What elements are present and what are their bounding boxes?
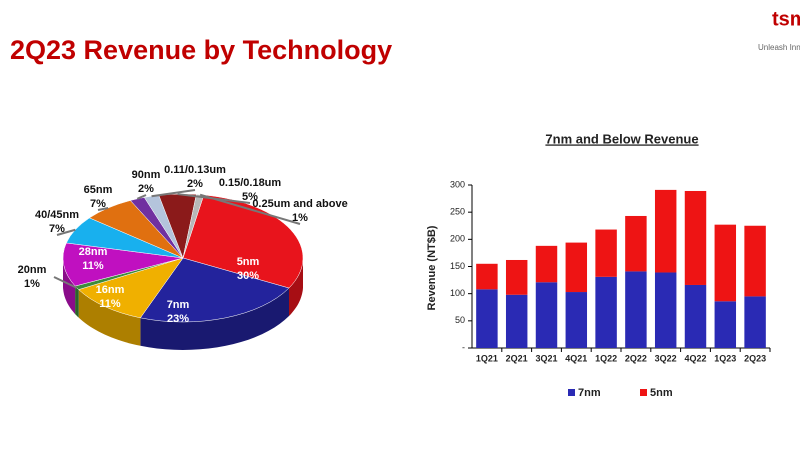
pie-slice xyxy=(139,257,290,323)
leader-line xyxy=(56,228,76,236)
pie-slice-side xyxy=(63,258,76,315)
y-tick-label: 200 xyxy=(450,234,465,244)
bar-segment xyxy=(505,294,528,348)
bar-segment xyxy=(565,292,588,348)
bar-segment xyxy=(625,271,647,348)
bar-segment xyxy=(535,282,558,348)
x-tick-label: 2Q21 xyxy=(506,353,528,363)
leader-line xyxy=(151,189,196,198)
pie-slice xyxy=(182,194,304,289)
bar-segment xyxy=(684,284,707,348)
x-tick-label: 3Q21 xyxy=(535,353,557,363)
slide-title: 2Q23 Revenue by Technology xyxy=(10,35,392,65)
bar-segment xyxy=(595,229,617,277)
x-tick-label: 2Q23 xyxy=(744,353,766,363)
pie-value-label: 23% xyxy=(167,313,189,325)
pie-label: 5nm xyxy=(237,256,260,268)
pie-label: 40/45nm xyxy=(35,209,79,221)
pie-value-label: 11% xyxy=(99,298,121,310)
bar-segment xyxy=(505,259,528,295)
bar-segment xyxy=(714,224,737,302)
bar-segment xyxy=(595,276,617,348)
y-tick-label: 150 xyxy=(450,261,465,271)
pie-value-label: 7% xyxy=(90,198,106,210)
pie-label: 0.11/0.13um xyxy=(164,164,226,176)
leader-line xyxy=(199,193,301,225)
y-tick-label: 50 xyxy=(455,315,465,325)
y-tick-label: 100 xyxy=(450,288,465,298)
bar-segment xyxy=(565,242,588,293)
pie-slice-side xyxy=(140,288,289,350)
pie-value-label: 11% xyxy=(82,260,104,272)
x-tick-label: 1Q22 xyxy=(595,353,617,363)
bar-segment xyxy=(654,272,677,348)
pie-label: 0.15/0.18um xyxy=(219,177,282,189)
legend-label: 5nm xyxy=(650,387,673,399)
pie-value-label: 5% xyxy=(242,191,258,203)
legend-swatch xyxy=(640,389,647,396)
y-tick-label: - xyxy=(462,342,465,352)
x-tick-label: 4Q21 xyxy=(565,353,587,363)
pie-slice-side xyxy=(75,286,79,318)
bar-segment xyxy=(654,189,677,273)
pie-label: 0.25um and above xyxy=(252,198,347,210)
bar-segment xyxy=(535,245,558,283)
pie-value-label: 2% xyxy=(138,183,154,195)
x-tick-label: 1Q23 xyxy=(714,353,736,363)
x-tick-label: 3Q22 xyxy=(655,353,677,363)
pie-slice xyxy=(78,257,184,319)
x-tick-label: 4Q22 xyxy=(684,353,706,363)
leader-line xyxy=(53,276,78,289)
tagline: Unleash Inn xyxy=(758,43,800,52)
bar-segment xyxy=(744,296,766,348)
pie-label: 90nm xyxy=(132,169,161,181)
leader-line xyxy=(97,207,109,211)
bar-segment xyxy=(476,289,498,348)
pie-label: 65nm xyxy=(84,184,113,196)
chart-title: 7nm and Below Revenue xyxy=(545,131,698,146)
legend-label: 7nm xyxy=(578,387,601,399)
bar-segment xyxy=(744,225,766,297)
x-tick-label: 1Q21 xyxy=(476,353,498,363)
pie-value-label: 30% xyxy=(237,270,259,282)
pie-label: 20nm xyxy=(18,264,47,276)
x-tick-label: 2Q22 xyxy=(625,353,647,363)
legend-swatch xyxy=(568,389,575,396)
bar-segment xyxy=(714,301,737,348)
pie-value-label: 2% xyxy=(187,178,203,190)
y-tick-label: 250 xyxy=(450,207,465,217)
logo: tsm xyxy=(772,8,800,30)
pie-label: 28nm xyxy=(79,246,108,258)
pie-slice-side xyxy=(289,258,303,316)
bar-segment xyxy=(684,190,707,285)
pie-value-label: 7% xyxy=(49,223,65,235)
y-axis-label: Revenue (NT$B) xyxy=(426,225,438,310)
bar-segment xyxy=(476,263,498,290)
pie-slice-side xyxy=(78,289,141,346)
pie-label: 16nm xyxy=(96,284,125,296)
pie-value-label: 1% xyxy=(24,278,40,290)
pie-label: 7nm xyxy=(167,299,190,311)
pie-slice xyxy=(62,242,184,287)
leader-line xyxy=(136,194,147,200)
y-tick-label: 300 xyxy=(450,179,465,189)
bar-segment xyxy=(625,215,647,272)
pie-value-label: 1% xyxy=(292,212,308,224)
